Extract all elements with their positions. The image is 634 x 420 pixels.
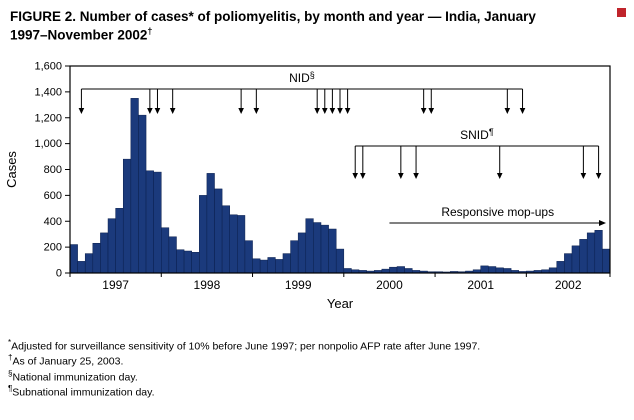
figure-title-dagger: †: [147, 25, 153, 36]
bar: [548, 267, 558, 273]
bar: [244, 240, 253, 273]
footnote-text: Subnational immunization day.: [12, 386, 155, 399]
bar: [168, 236, 177, 273]
y-tick-label: 600: [44, 189, 62, 201]
bar: [69, 243, 78, 273]
bar: [503, 267, 512, 273]
bar: [115, 207, 124, 273]
bar: [290, 240, 299, 273]
bar: [206, 172, 215, 273]
figure-title: FIGURE 2. Number of cases* of poliomyeli…: [0, 0, 610, 44]
footnote-marker: †: [8, 353, 13, 363]
x-axis: 1997 1998 1999 2000 2001 2002: [69, 272, 611, 292]
y-tick-label: 0: [56, 267, 62, 279]
bar: [275, 258, 284, 273]
bar: [138, 114, 147, 273]
bar: [176, 249, 185, 273]
bar: [259, 259, 269, 273]
bar: [214, 188, 223, 273]
bar: [92, 242, 101, 273]
y-tick-label: 800: [44, 164, 62, 176]
bar: [389, 266, 398, 273]
chart-wrap: 0 200 400 600 800 1,000 1,200 1,400 1,600 1997 199…: [0, 46, 634, 312]
mopup-annotation: Responsive mop-ups: [389, 205, 606, 226]
bar: [237, 214, 246, 273]
x-tick-label: 1998: [194, 278, 221, 292]
snid-label: SNID¶: [460, 127, 494, 142]
y-axis-title: Cases: [4, 150, 19, 187]
bar: [77, 260, 86, 273]
nid-annotation: NID§: [78, 70, 526, 114]
bar: [556, 260, 565, 273]
bar: [328, 228, 337, 273]
bar: [480, 265, 489, 273]
bar: [161, 227, 170, 273]
bar: [122, 158, 132, 273]
footnote-text: As of January 25, 2003.: [12, 355, 124, 368]
bar: [335, 248, 345, 273]
y-tick-label: 1,400: [34, 86, 62, 98]
bar: [130, 97, 139, 273]
bar: [252, 258, 261, 273]
bar: [107, 218, 116, 273]
footnote-pilcrow: ¶Subnational immunization day.: [8, 384, 634, 400]
footnote-asterisk: *Adjusted for surveillance sensitivity o…: [8, 338, 634, 354]
footnote-marker: §: [8, 368, 13, 378]
bar: [100, 232, 109, 273]
bar: [396, 265, 405, 273]
bar: [199, 194, 208, 273]
bar: [586, 232, 596, 273]
bar: [320, 224, 329, 273]
y-tick-label: 400: [44, 215, 62, 227]
bar: [84, 252, 94, 273]
bar: [229, 214, 238, 273]
bar: [579, 238, 588, 273]
bar: [564, 252, 573, 273]
bar: [571, 245, 580, 273]
bar: [594, 229, 603, 273]
y-tick-label: 1,000: [34, 138, 62, 150]
figure-title-text: FIGURE 2. Number of cases* of poliomyeli…: [10, 9, 536, 43]
x-tick-label: 1997: [102, 278, 129, 292]
bar: [191, 251, 200, 273]
footnotes: *Adjusted for surveillance sensitivity o…: [8, 338, 634, 400]
red-square-marker: [617, 8, 626, 17]
nid-label: NID§: [289, 70, 315, 85]
bar: [221, 205, 230, 273]
bar: [313, 221, 322, 273]
bar: [145, 170, 154, 273]
bar: [602, 248, 611, 273]
bar: [495, 267, 504, 273]
y-tick-label: 1,200: [34, 112, 62, 124]
x-tick-label: 1999: [285, 278, 312, 292]
x-tick-label: 2002: [555, 278, 582, 292]
footnote-marker: *: [8, 337, 12, 347]
snid-annotation: SNID¶: [352, 127, 602, 179]
bar: [153, 171, 162, 273]
footnote-dagger: †As of January 25, 2003.: [8, 353, 634, 369]
x-tick-label: 2000: [376, 278, 403, 292]
x-axis-title: Year: [327, 296, 354, 311]
y-tick-label: 1,600: [34, 60, 62, 72]
footnote-text: Adjusted for surveillance sensitivity of…: [11, 340, 481, 353]
bar: [297, 232, 307, 273]
footnote-text: National immunization day.: [12, 371, 138, 384]
y-axis: 0 200 400 600 800 1,000 1,200 1,400 1,600: [34, 60, 70, 279]
bar: [267, 256, 276, 273]
bar: [183, 250, 192, 273]
bar: [404, 267, 413, 273]
bar: [488, 265, 497, 273]
bar: [282, 252, 291, 273]
footnote-marker: ¶: [8, 384, 13, 394]
bar: [343, 267, 352, 273]
mopup-label: Responsive mop-ups: [441, 205, 554, 219]
footnote-section: §National immunization day.: [8, 369, 634, 385]
x-tick-label: 2001: [467, 278, 494, 292]
y-tick-label: 200: [44, 241, 62, 253]
bars: [69, 97, 611, 273]
bar: [305, 218, 314, 273]
